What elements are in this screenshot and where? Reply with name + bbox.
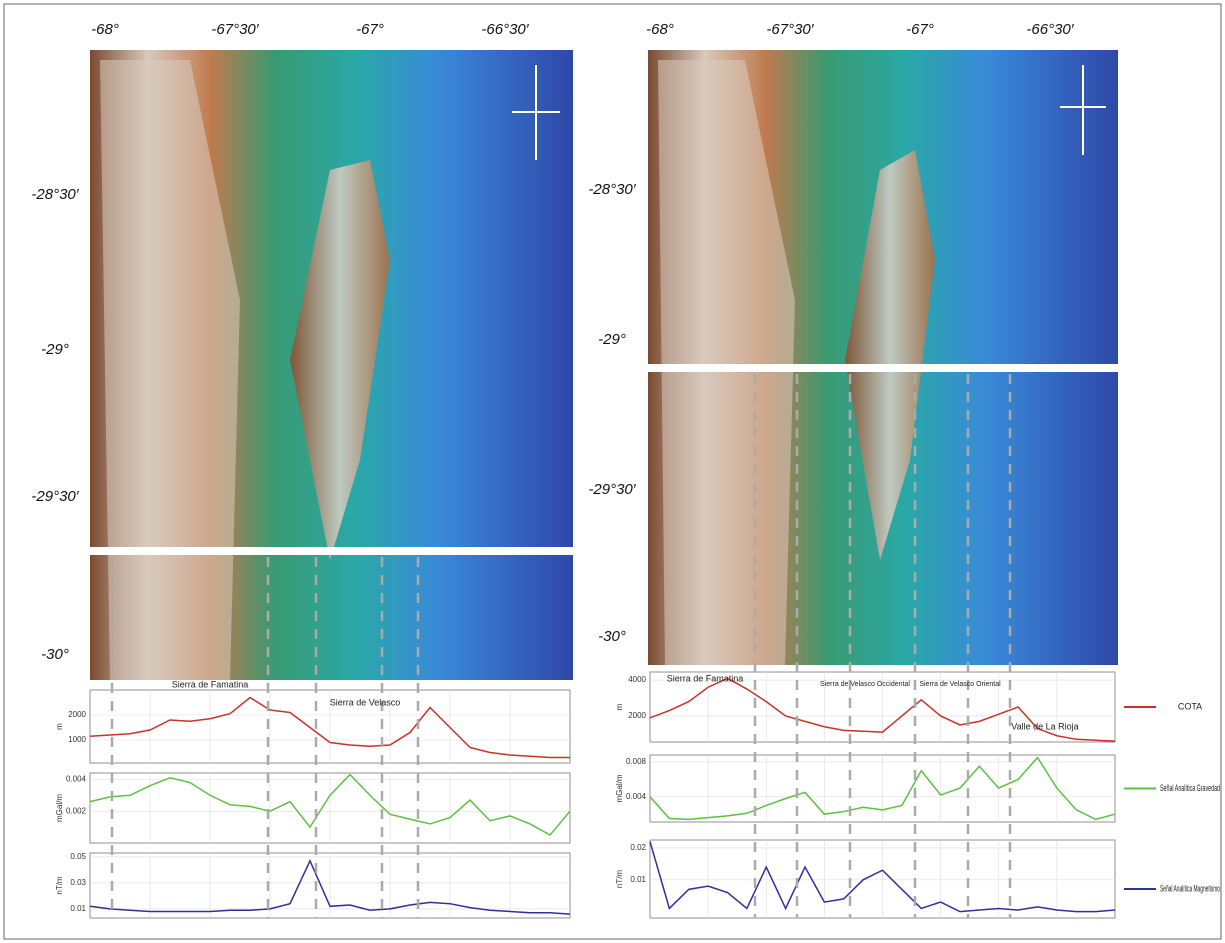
y-tick-label: 0.02 xyxy=(630,843,646,852)
y-tick-label: 0.05 xyxy=(70,852,86,861)
profile-line xyxy=(649,677,1116,742)
profile-line xyxy=(90,547,573,555)
profile-line xyxy=(649,841,1116,913)
range xyxy=(658,60,795,665)
longitude-label: -68° xyxy=(91,21,119,38)
latitude-label: -29° xyxy=(41,341,69,358)
y-axis-unit: nT/m xyxy=(615,870,624,889)
y-tick-label: 0.01 xyxy=(630,875,646,884)
latitude-label: -30° xyxy=(41,646,69,663)
annotation: Sierra de Famatina xyxy=(172,679,249,689)
y-tick-label: 0.004 xyxy=(626,792,647,801)
range xyxy=(100,60,240,680)
map-left xyxy=(90,50,573,680)
range xyxy=(290,160,390,560)
y-tick-label: 0.01 xyxy=(70,904,86,913)
longitude-label: -66°30′ xyxy=(481,21,529,38)
legend-label: COTA xyxy=(1178,701,1202,711)
annotation: Sierra de Velasco Oriental xyxy=(919,681,1001,688)
y-tick-label: 4000 xyxy=(628,675,646,684)
latitude-label: -28°30′ xyxy=(588,181,636,198)
y-tick-label: 1000 xyxy=(68,735,86,744)
north-arrow xyxy=(512,65,560,160)
latitude-label: -28°30′ xyxy=(31,186,79,203)
annotation: Sierra de Velasco Occidental xyxy=(820,681,910,688)
latitude-label: -30° xyxy=(598,628,626,645)
y-tick-label: 0.008 xyxy=(626,757,647,766)
y-tick-label: 2000 xyxy=(628,711,646,720)
latitude-label: -29°30′ xyxy=(31,488,79,505)
map-right xyxy=(648,50,1118,665)
latitude-label: -29° xyxy=(598,331,626,348)
longitude-label: -66°30′ xyxy=(1026,21,1074,38)
y-tick-label: 2000 xyxy=(68,710,86,719)
profile-line xyxy=(89,696,570,759)
y-axis-unit: nT/m xyxy=(55,876,64,895)
legend-label: Señal Analítica Gravedad xyxy=(1160,783,1220,793)
annotation: Valle de La Rioja xyxy=(1011,721,1078,731)
y-axis-unit: m xyxy=(55,723,64,730)
longitude-label: -68° xyxy=(646,21,674,38)
latitude-label: -29°30′ xyxy=(588,481,636,498)
profile-line xyxy=(649,756,1116,821)
y-axis-unit: m xyxy=(615,703,624,710)
longitude-label: -67°30′ xyxy=(211,21,259,38)
legend-label: Señal Analítica Magnetismo xyxy=(1160,883,1220,893)
y-axis-unit: mGal/m xyxy=(615,774,624,802)
profile-line xyxy=(89,858,571,915)
longitude-label: -67°30′ xyxy=(766,21,814,38)
range xyxy=(845,150,935,560)
longitude-label: -67° xyxy=(356,21,384,38)
y-tick-label: 0.002 xyxy=(66,806,87,815)
y-axis-unit: mGal/m xyxy=(55,794,64,822)
north-arrow xyxy=(1060,65,1106,155)
profile-line xyxy=(89,773,571,837)
annotation: Sierra de Velasco xyxy=(330,697,401,707)
y-tick-label: 0.03 xyxy=(70,878,86,887)
profile-line xyxy=(648,364,1118,372)
longitude-label: -67° xyxy=(906,21,934,38)
y-tick-label: 0.004 xyxy=(66,774,87,783)
annotation: Sierra de Famatina xyxy=(667,673,744,683)
